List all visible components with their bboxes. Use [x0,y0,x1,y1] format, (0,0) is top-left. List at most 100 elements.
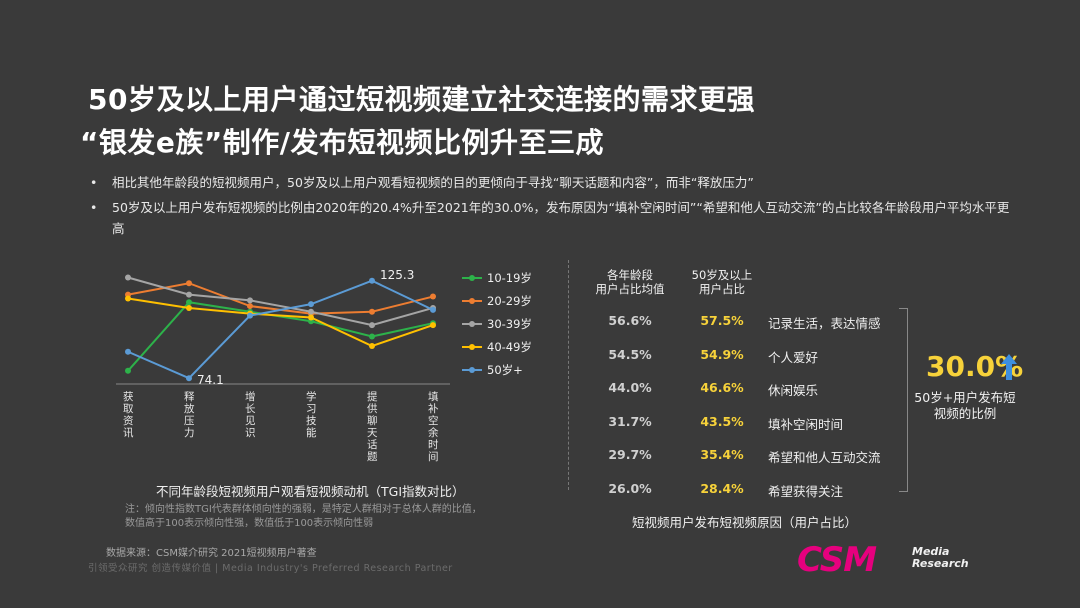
series-line [127,301,434,372]
x-tick-label: 供 [367,402,378,415]
table-row: 56.6% 57.5% 记录生活，表达情感 [590,313,910,335]
right-table-caption: 短视频用户发布短视频原因（用户占比） [632,515,858,530]
bullet-list: • 相比其他年龄段的短视频用户，50岁及以上用户观看短视频的目的更倾向于寻找“聊… [88,172,1018,243]
fifty-plus-value: 46.6% [700,380,744,395]
data-point [369,308,375,315]
legend-swatch-dot [469,275,475,281]
x-tick-label: 增 [245,390,256,403]
data-point [369,343,375,350]
data-point [186,291,192,298]
data-point [247,303,253,310]
tgi-note: 注：倾向性指数TGI代表群体倾向性的强弱，是特定人群相对于总体人群的比值， 数值… [125,503,525,531]
reason-label: 希望获得关注 [768,483,844,499]
data-point [247,297,253,304]
page-title: 50岁及以上用户通过短视频建立社交连接的需求更强 [88,83,755,116]
x-tick-label: 压 [184,415,195,427]
avg-value: 54.5% [608,346,652,362]
data-point [308,301,314,308]
fifty-plus-value: 35.4% [700,447,744,462]
legend-swatch-dot [469,298,475,304]
header-avg-line: 用户占比均值 [595,282,665,296]
series-line [127,276,434,327]
csm-logo: CSM Media Research [797,540,969,580]
bullet-text: 相比其他年龄段的短视频用户，50岁及以上用户观看短视频的目的更倾向于寻找“聊天话… [112,175,754,190]
header-50-line: 用户占比 [699,282,745,296]
data-point [186,304,192,311]
x-tick-label: 释 [184,390,195,403]
reason-label: 希望和他人互动交流 [768,450,881,465]
x-tick-label: 资 [123,415,134,427]
x-tick-label: 习 [306,403,317,415]
x-tick-label: 识 [245,427,256,439]
x-tick-label: 天 [367,427,378,439]
avg-value: 29.7% [608,447,652,462]
x-tick-label: 提 [367,391,378,403]
x-tick-label: 能 [306,426,317,439]
legend-swatch-dot [469,367,475,373]
data-point [186,280,192,287]
logo-main: CSM [797,540,877,580]
motivation-line-chart: 10-19岁 20-29岁 30-39岁 40-49岁 50岁+ 74.1 125.3 获取资… [116,268,532,463]
legend-label: 40-49岁 [487,340,532,354]
bullet-item: • 相比其他年龄段的短视频用户，50岁及以上用户观看短视频的目的更倾向于寻找“聊… [88,172,1018,193]
table-row: 29.7% 35.4% 希望和他人互动交流 [590,447,910,469]
x-tick-label: 力 [184,426,195,439]
bracket [899,308,908,492]
avg-value: 31.7% [608,413,652,429]
legend-label: 30-39岁 [487,317,532,331]
x-tick-label: 聊 [367,414,378,427]
divider [568,260,570,490]
bullet-dot: • [90,175,98,190]
fifty-plus-value: 57.5% [700,313,744,328]
x-tick-label: 讯 [123,426,134,439]
header-50plus: 50岁及以上 用户占比 [677,268,767,296]
x-tick-label: 取 [123,403,134,415]
data-point [125,295,131,302]
header-avg: 各年龄段 用户占比均值 [585,268,675,296]
arrow-up-icon [1001,354,1017,380]
data-label: 125.3 [380,268,414,282]
series-line [127,279,434,380]
fifty-plus-value: 54.9% [700,346,744,362]
page-subtitle: “银发e族”制作/发布短视频比例升至三成 [80,126,605,159]
x-tick-label: 补 [428,402,439,415]
bullet-text: 50岁及以上用户发布短视频的比例由2020年的20.4%升至2021年的30.0… [112,200,1010,236]
legend-label: 10-19岁 [487,271,532,285]
legend-swatch-dot [469,344,475,350]
x-tick-label: 放 [184,402,195,415]
big-number-label: 50岁+用户发布短视频的比例 [914,390,1016,421]
logo-sub: Media Research [912,546,969,570]
data-point [308,314,314,321]
reason-label: 记录生活，表达情感 [768,316,881,331]
logo-sub-line: Research [912,557,969,570]
x-tick-label: 题 [367,451,378,463]
left-chart-caption: 不同年龄段短视频用户观看短视频动机（TGI指数对比） [156,484,465,499]
x-tick-label: 技 [306,414,317,427]
fifty-plus-value: 43.5% [700,413,744,429]
data-point [186,299,192,306]
table-row: 26.0% 28.4% 希望获得关注 [590,481,910,503]
data-point [186,375,192,382]
data-point [369,333,375,340]
data-point [430,293,436,300]
data-point [308,308,314,315]
data-source: 数据来源：CSM媒介研究 2021短视频用户著查 [106,548,317,559]
slogan: 引领受众研究 创造传媒价值 | Media Industry's Preferr… [88,563,453,574]
avg-value: 56.6% [608,313,652,328]
series-line [127,297,434,348]
x-tick-label: 学 [306,390,317,403]
avg-value: 26.0% [608,480,652,496]
bullet-item: • 50岁及以上用户发布短视频的比例由2020年的20.4%升至2021年的30… [88,197,1018,239]
header-avg-line: 各年龄段 [607,268,653,282]
reason-label: 个人爱好 [768,349,819,365]
note-line: 数值高于100表示倾向性强，数值低于100表示倾向性弱 [125,518,374,529]
fifty-plus-value: 28.4% [700,480,744,496]
table-row: 31.7% 43.5% 填补空闲时间 [590,414,910,436]
logo-sub-line: Media [912,545,950,558]
legend-swatch-dot [469,321,475,327]
x-tick-label: 空 [428,414,439,427]
legend-label: 20-29岁 [487,294,532,308]
note-line: 注：倾向性指数TGI代表群体倾向性的强弱，是特定人群相对于总体人群的比值， [125,504,482,515]
x-tick-label: 填 [428,390,439,403]
data-point [430,322,436,329]
